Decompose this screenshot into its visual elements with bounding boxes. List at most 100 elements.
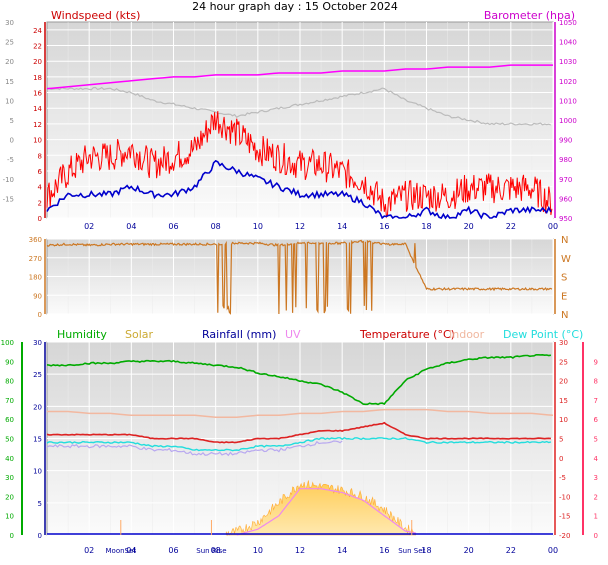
event-label: Sun Set bbox=[398, 547, 425, 555]
uv-tick: 6 bbox=[594, 416, 599, 424]
chart-title: 24 hour graph day : 15 October 2024 bbox=[192, 0, 398, 13]
windspeed-tick: 14 bbox=[33, 105, 42, 113]
uv-tick: 9 bbox=[594, 358, 598, 366]
rainfall-tick: 15 bbox=[33, 436, 42, 444]
x-tick-label: 16 bbox=[379, 546, 389, 555]
barometer-tick: 980 bbox=[559, 156, 572, 164]
rainfall-tick: 5 bbox=[38, 500, 42, 508]
barometer-axis-label: Barometer (hpa) bbox=[484, 9, 575, 22]
windspeed-tick: 4 bbox=[38, 184, 43, 192]
legend-indoor: Indoor bbox=[449, 328, 485, 341]
temperature-tick: 25 bbox=[559, 358, 568, 366]
solar-area bbox=[225, 480, 417, 537]
humidity-tick: 70 bbox=[5, 397, 14, 405]
windspeed-average-line bbox=[46, 159, 552, 220]
uv-tick: 8 bbox=[594, 378, 598, 386]
x-tick-label: 18 bbox=[421, 546, 431, 555]
outer-scale-tick: 25 bbox=[5, 39, 14, 47]
temperature-line bbox=[46, 421, 552, 444]
barometer-tick: 960 bbox=[559, 195, 572, 203]
legend-solar: Solar bbox=[125, 328, 154, 341]
barometer-tick: 970 bbox=[559, 176, 572, 184]
legend-uv: UV bbox=[285, 328, 301, 341]
rainfall-tick: 20 bbox=[33, 403, 42, 411]
uv-tick: 0 bbox=[594, 532, 598, 540]
rainfall-tick: 25 bbox=[33, 371, 42, 379]
direction-tick: 0 bbox=[38, 311, 42, 319]
temperature-tick: 5 bbox=[559, 436, 563, 444]
humidity-tick: 100 bbox=[1, 339, 14, 347]
barometer-tick: 1030 bbox=[559, 58, 577, 66]
temperature-tick: -10 bbox=[559, 493, 570, 501]
uv-line bbox=[236, 488, 417, 536]
x-tick-label: 02 bbox=[84, 546, 94, 555]
humidity-tick: 10 bbox=[5, 513, 14, 521]
x-tick-label: 10 bbox=[253, 222, 263, 231]
outer-scale-tick: 20 bbox=[5, 58, 14, 66]
temperature-tick: -5 bbox=[559, 474, 566, 482]
temperature-tick: 10 bbox=[559, 416, 568, 424]
windspeed-tick: 18 bbox=[33, 74, 42, 82]
humidity-tick: 80 bbox=[5, 378, 14, 386]
direction-tick: 360 bbox=[29, 236, 42, 244]
event-label: Sun Rise bbox=[196, 547, 226, 555]
x-tick-label: 14 bbox=[337, 222, 347, 231]
legend-humidity: Humidity bbox=[57, 328, 107, 341]
windspeed-tick: 24 bbox=[33, 27, 42, 35]
x-tick-label: 12 bbox=[295, 546, 305, 555]
rainfall-tick: 30 bbox=[33, 339, 42, 347]
barometer-tick: 1010 bbox=[559, 97, 577, 105]
temperature-tick: 30 bbox=[559, 339, 568, 347]
barometer-line bbox=[46, 64, 553, 90]
outer-scale-tick: 0 bbox=[10, 137, 14, 145]
uv-tick: 2 bbox=[594, 493, 598, 501]
windspeed-tick: 20 bbox=[33, 58, 42, 66]
temperature-tick: 20 bbox=[559, 378, 568, 386]
uv-tick: 3 bbox=[594, 474, 598, 482]
compass-label: E bbox=[561, 291, 567, 302]
temperature-tick: -20 bbox=[559, 532, 570, 540]
uv-tick: 4 bbox=[594, 455, 599, 463]
humidity-tick: 30 bbox=[5, 474, 14, 482]
windspeed-tick: 10 bbox=[33, 137, 42, 145]
barometer-tick: 1050 bbox=[559, 19, 577, 27]
x-tick-label: 02 bbox=[84, 222, 94, 231]
windspeed-axis-label: Windspeed (kts) bbox=[51, 9, 140, 22]
compass-label: S bbox=[561, 273, 567, 284]
wind-direction-line bbox=[46, 239, 553, 315]
direction-tick: 90 bbox=[33, 292, 42, 300]
barometer-tick: 1000 bbox=[559, 117, 577, 125]
compass-label: N bbox=[561, 310, 568, 321]
uv-tick: 5 bbox=[594, 436, 598, 444]
legend-rainfall: Rainfall (mm) bbox=[202, 328, 276, 341]
event-label: MoonSet bbox=[106, 547, 137, 555]
x-tick-label: 04 bbox=[126, 546, 136, 555]
temperature-grey-line bbox=[46, 86, 552, 126]
direction-tick: 180 bbox=[29, 274, 42, 282]
x-tick-label: 22 bbox=[506, 222, 516, 231]
x-tick-label: 20 bbox=[464, 546, 474, 555]
temperature-tick: 15 bbox=[559, 397, 568, 405]
x-tick-label: 16 bbox=[379, 222, 389, 231]
x-tick-label: 12 bbox=[295, 222, 305, 231]
x-tick-label: 18 bbox=[421, 222, 431, 231]
humidity-tick: 0 bbox=[10, 532, 14, 540]
x-tick-label: 08 bbox=[211, 546, 221, 555]
outer-scale-tick: 30 bbox=[5, 19, 14, 27]
compass-label: N bbox=[561, 235, 568, 246]
direction-tick: 270 bbox=[29, 255, 42, 263]
outer-scale-tick: 5 bbox=[10, 117, 14, 125]
indoor-line bbox=[47, 408, 554, 419]
outer-scale-tick: -15 bbox=[3, 195, 14, 203]
windspeed-tick: 6 bbox=[38, 168, 43, 176]
windspeed-tick: 0 bbox=[38, 215, 42, 223]
x-tick-label: 14 bbox=[337, 546, 347, 555]
x-tick-label: 04 bbox=[126, 222, 136, 231]
barometer-tick: 950 bbox=[559, 215, 572, 223]
temperature-tick: -15 bbox=[559, 513, 570, 521]
x-tick-label: 06 bbox=[168, 546, 178, 555]
x-tick-label: 22 bbox=[506, 546, 516, 555]
windspeed-tick: 8 bbox=[38, 152, 42, 160]
humidity-line bbox=[46, 353, 552, 406]
